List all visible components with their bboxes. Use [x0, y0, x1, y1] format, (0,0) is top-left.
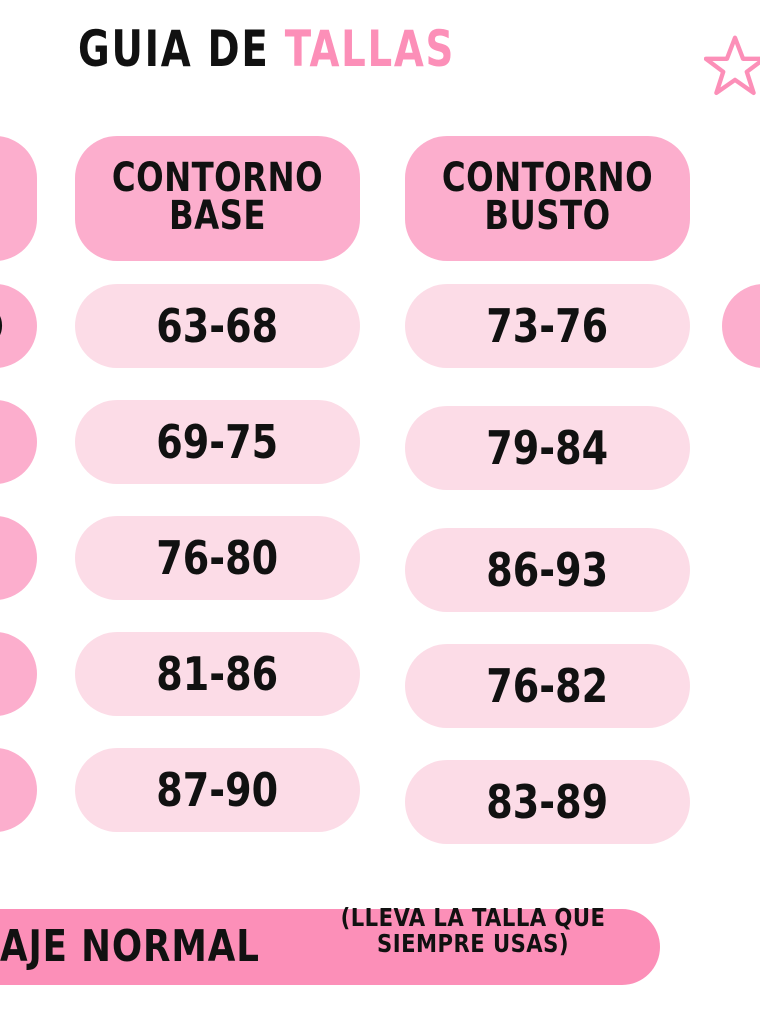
- footer-banner: AJE NORMAL (LLEVA LA TALLA QUE SIEMPRE U…: [0, 904, 660, 985]
- busto-pill: 79-84: [405, 406, 690, 490]
- page-title: GUIA DE TALLAS: [78, 18, 455, 80]
- cell-contorno-busto: 83-89: [405, 760, 690, 844]
- busto-value: 86-93: [486, 543, 609, 597]
- table-row: . 76-80 86-93: [0, 500, 760, 616]
- size-pill: O: [0, 284, 37, 368]
- table-row: 69-75 79-84: [0, 384, 760, 500]
- cell-size: .: [0, 516, 37, 600]
- base-value: 63-68: [156, 299, 279, 353]
- cell-size: O: [0, 284, 37, 368]
- size-pill: [0, 632, 37, 716]
- star-icon: [704, 35, 760, 96]
- footer-main-label: AJE NORMAL: [0, 921, 260, 972]
- page-title-row: GUIA DE TALLAS: [0, 18, 760, 96]
- busto-pill: 73-76: [405, 284, 690, 368]
- size-pill: [0, 400, 37, 484]
- busto-pill: 86-93: [405, 528, 690, 612]
- cell-contorno-base: 63-68: [75, 284, 360, 368]
- busto-value: 79-84: [486, 421, 609, 475]
- footer-note-label: (LLEVA LA TALLA QUE SIEMPRE USAS): [340, 903, 606, 959]
- base-pill: 76-80: [75, 516, 360, 600]
- busto-pill: 76-82: [405, 644, 690, 728]
- cell-size: [0, 400, 37, 484]
- header-label-contorno-busto: CONTORNO BUSTO: [441, 155, 654, 239]
- cell-contorno-base: 87-90: [75, 748, 360, 832]
- table-row: 81-86 76-82: [0, 616, 760, 732]
- cell-contorno-busto: 73-76: [405, 284, 690, 368]
- base-pill: 81-86: [75, 632, 360, 716]
- base-pill: 69-75: [75, 400, 360, 484]
- cell-contorno-base: 81-86: [75, 632, 360, 716]
- base-value: 81-86: [156, 647, 279, 701]
- header-pill-contorno-base: CONTORNO BASE: [75, 135, 360, 261]
- base-pill: 87-90: [75, 748, 360, 832]
- size-pill: [0, 748, 37, 832]
- base-value: 87-90: [156, 763, 279, 817]
- cell-contorno-busto: 79-84: [405, 406, 690, 490]
- table-row: O 63-68 73-76: [0, 268, 760, 384]
- table-header-row: CONTORNO BASE CONTORNO BUSTO: [0, 128, 760, 268]
- cell-extra: [722, 284, 760, 368]
- header-pill-contorno-busto: CONTORNO BUSTO: [405, 135, 690, 261]
- cell-contorno-base: 76-80: [75, 516, 360, 600]
- base-value: 69-75: [156, 415, 279, 469]
- busto-pill: 83-89: [405, 760, 690, 844]
- cell-size: [0, 748, 37, 832]
- size-chart-table: CONTORNO BASE CONTORNO BUSTO O 63-68 73-…: [0, 128, 760, 848]
- page-title-dark-part: GUIA DE: [78, 20, 285, 78]
- cell-size: [0, 632, 37, 716]
- busto-value: 76-82: [486, 659, 609, 713]
- table-row: 87-90 83-89: [0, 732, 760, 848]
- size-value: O: [0, 302, 4, 351]
- extra-pill: [722, 284, 760, 368]
- base-value: 76-80: [156, 531, 279, 585]
- cell-contorno-busto: 76-82: [405, 644, 690, 728]
- cell-contorno-base: 69-75: [75, 400, 360, 484]
- cell-contorno-busto: 86-93: [405, 528, 690, 612]
- busto-value: 83-89: [486, 775, 609, 829]
- busto-value: 73-76: [486, 299, 609, 353]
- header-label-contorno-base: CONTORNO BASE: [111, 155, 324, 239]
- header-cell-size: [0, 135, 37, 261]
- header-pill-size: [0, 135, 37, 261]
- header-cell-contorno-base: CONTORNO BASE: [75, 135, 360, 261]
- header-cell-contorno-busto: CONTORNO BUSTO: [405, 135, 690, 261]
- base-pill: 63-68: [75, 284, 360, 368]
- page-title-pink-part: TALLAS: [284, 20, 456, 78]
- size-pill: .: [0, 516, 37, 600]
